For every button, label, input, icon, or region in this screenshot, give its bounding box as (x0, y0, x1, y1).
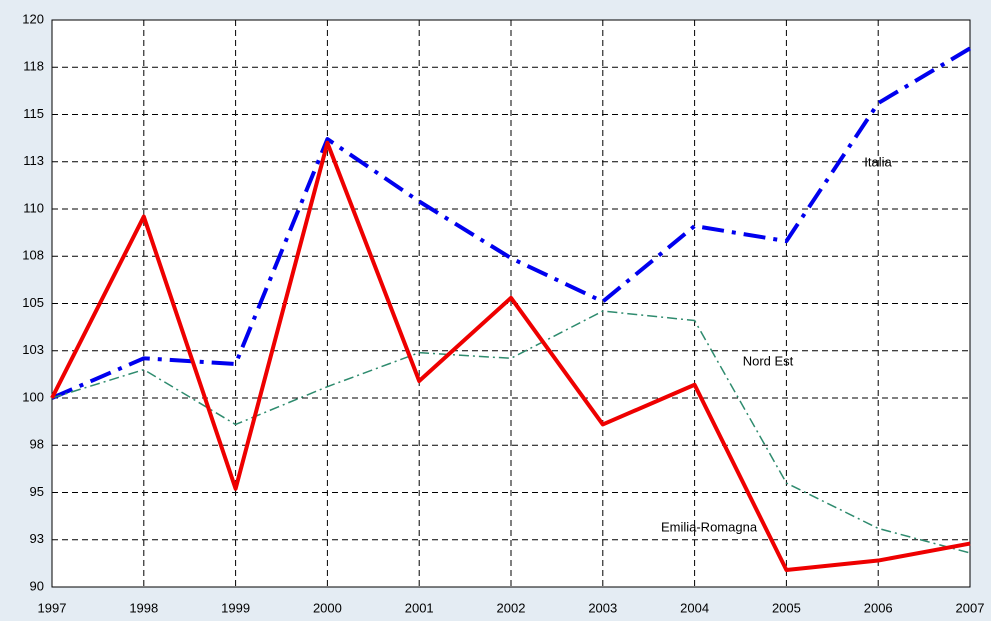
series-line (51, 46, 972, 400)
y-tick-label: 115 (23, 106, 44, 121)
y-tick-label: 103 (22, 342, 44, 357)
series-label: Nord Est (743, 353, 794, 368)
x-tick-label: 2001 (405, 600, 434, 615)
x-tick-label: 2005 (772, 600, 801, 615)
y-tick-label: 118 (23, 59, 44, 74)
x-tick-label: 2003 (588, 600, 617, 615)
series-line (51, 310, 971, 554)
x-tick-label: 2006 (864, 600, 893, 615)
y-tick-label: 113 (23, 153, 44, 168)
x-tick-label: 2000 (313, 600, 342, 615)
x-tick-label: 2002 (497, 600, 526, 615)
series-line (50, 140, 971, 572)
y-tick-label: 110 (23, 200, 44, 215)
y-tick-label: 95 (30, 484, 44, 499)
series-label: Emilia-Romagna (661, 519, 758, 534)
x-tick-label: 1999 (221, 600, 250, 615)
y-tick-label: 105 (22, 295, 44, 310)
x-tick-label: 1998 (129, 600, 158, 615)
x-tick-label: 2007 (956, 600, 985, 615)
x-tick-label: 1997 (38, 600, 67, 615)
y-tick-label: 90 (30, 578, 44, 593)
y-tick-label: 98 (30, 437, 44, 452)
y-tick-label: 108 (22, 248, 44, 263)
x-tick-label: 2004 (680, 600, 709, 615)
series-label: Italia (864, 154, 892, 169)
y-tick-label: 93 (30, 531, 44, 546)
y-tick-label: 100 (22, 389, 44, 404)
y-tick-label: 120 (22, 11, 44, 26)
